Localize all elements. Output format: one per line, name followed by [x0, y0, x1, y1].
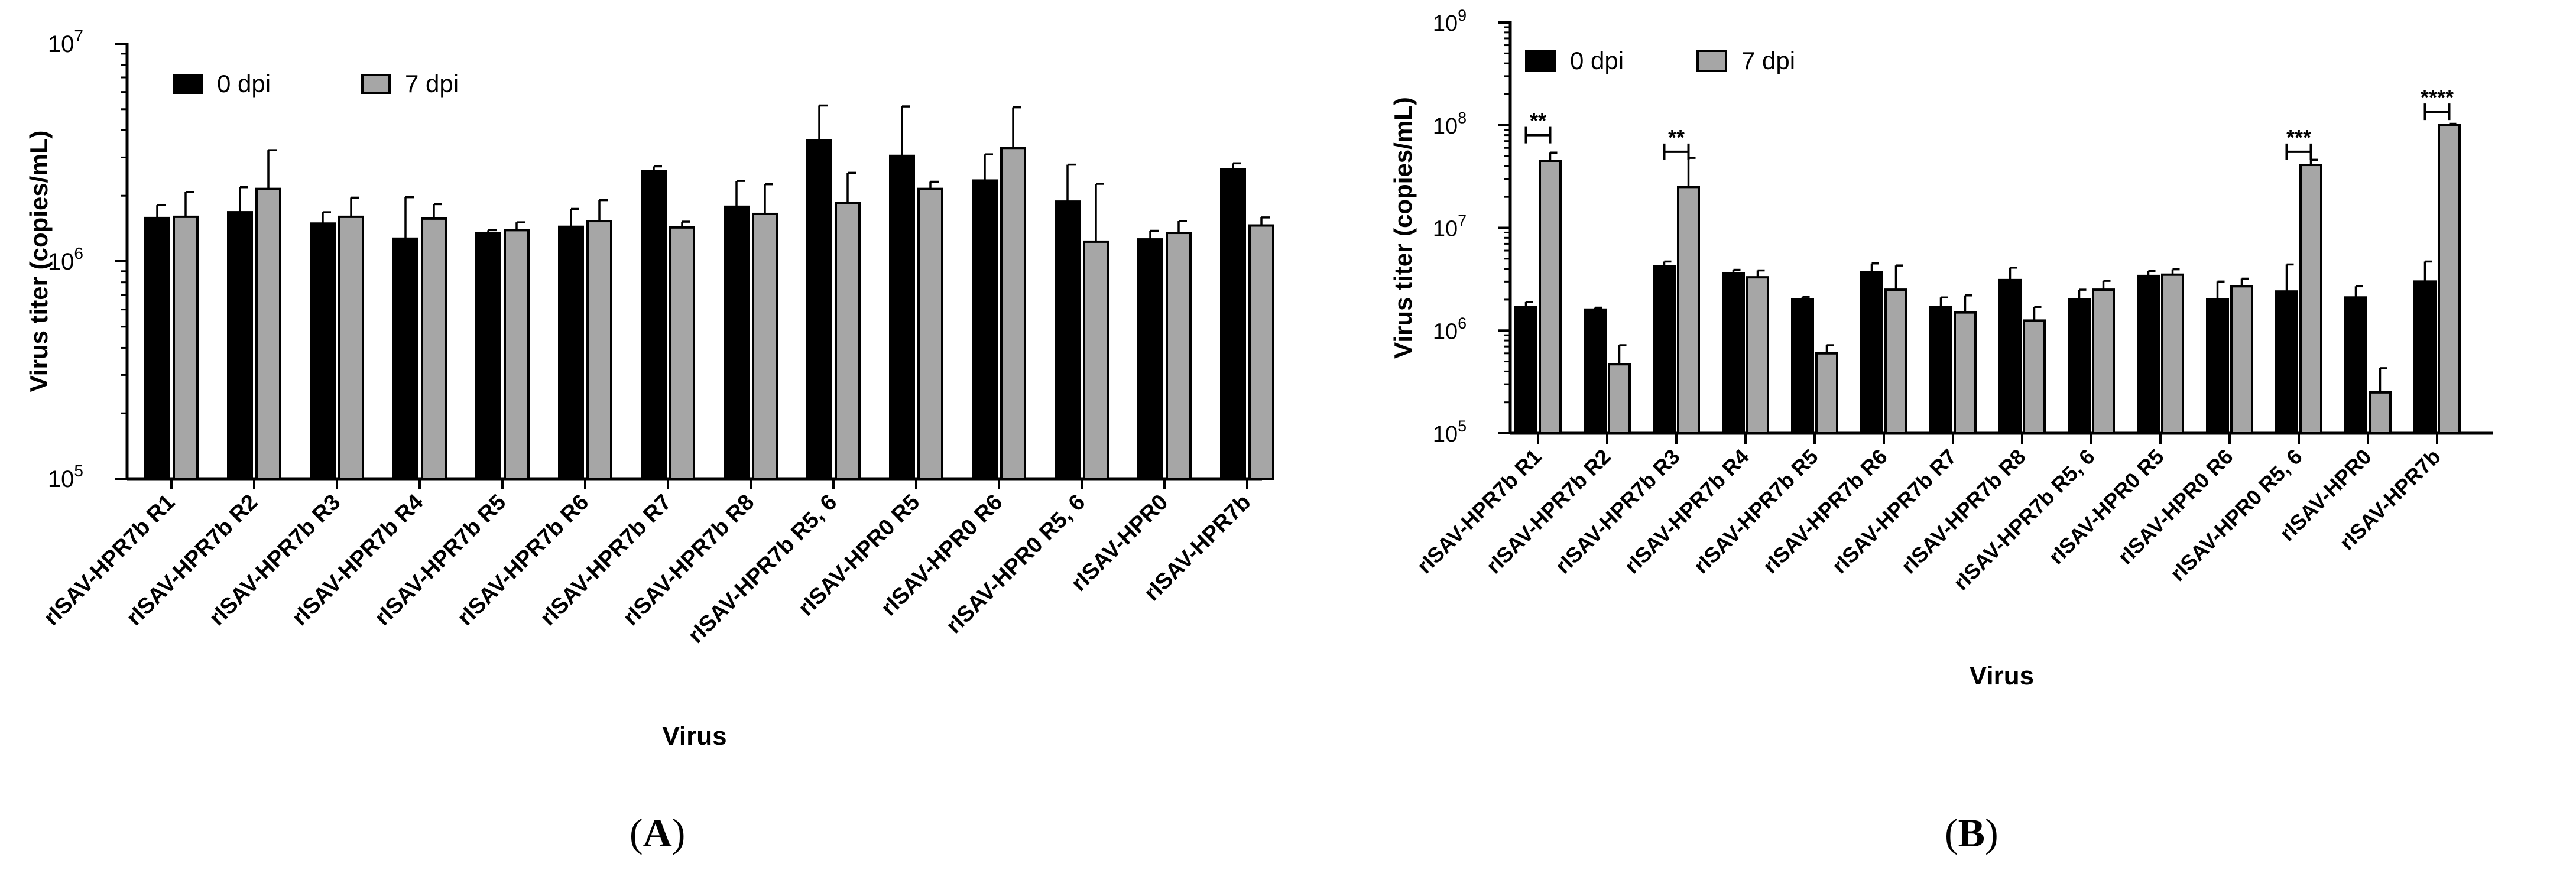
panel-b-chart: 105 106 107 108 109 Virus titer (copies/mL) Vi…	[1389, 7, 2493, 690]
panel-b-bar-7dpi	[2230, 285, 2253, 434]
panel-label-a: (A)	[630, 810, 686, 855]
panel-b-category-label: rISAV-HPR7b R5	[1689, 444, 1823, 579]
panel-b-bar-7dpi	[1884, 288, 1907, 434]
panel-a-bar-0dpi	[310, 222, 336, 480]
panel-a-bar-7dpi	[421, 217, 447, 480]
panel-a-bar-7dpi	[173, 215, 199, 480]
panel-a-legend-swatch-7dpi	[361, 74, 391, 94]
panel-a-bar-0dpi	[475, 232, 501, 480]
panel-a-bar-0dpi	[144, 216, 170, 480]
panel-a-bar-0dpi	[724, 205, 750, 480]
panel-a-y-axis-title: Virus titer (copies/mL)	[25, 131, 53, 392]
panel-a-bar-7dpi	[752, 212, 778, 480]
panel-b-y-axis-title: Virus titer (copies/mL)	[1389, 97, 1417, 359]
panel-label-b: (B)	[1945, 810, 1998, 855]
panel-b-category-label: rISAV-HPR7b R8	[1896, 444, 2030, 579]
panel-b-bar-7dpi	[2023, 319, 2046, 434]
panel-b-bar-0dpi	[1860, 271, 1883, 434]
panel-b-category-label: rISAV-HPR0 R6	[2113, 444, 2238, 569]
panel-b-bar-7dpi	[2161, 273, 2184, 434]
panel-a-bar-0dpi	[641, 170, 667, 480]
panel-a-bar-7dpi	[1000, 147, 1026, 480]
panel-a-bar-0dpi	[889, 154, 915, 480]
panel-b-bar-0dpi	[2413, 280, 2437, 434]
panel-a-bar-0dpi	[227, 211, 253, 480]
panel-b-y-tick-label: 107	[1433, 212, 1467, 241]
panel-a-category-label: rISAV-HPR7b R5, 6	[683, 490, 842, 648]
panel-b-bar-0dpi	[2344, 296, 2367, 434]
panel-b-y-tick-label: 109	[1433, 7, 1467, 36]
panel-a-bar-7dpi	[1166, 232, 1192, 480]
panel-b-bar-7dpi	[1539, 160, 1562, 434]
panel-a-legend-label-0dpi: 0 dpi	[217, 70, 271, 98]
panel-b-x-axis-title: Virus	[1970, 661, 2034, 690]
panel-b-category-label: rISAV-HPR7b R1	[1412, 444, 1546, 579]
panel-b-bar-0dpi	[1653, 265, 1676, 434]
panel-a-bar-7dpi	[338, 215, 364, 480]
panel-b-bar-7dpi	[1815, 352, 1838, 434]
panel-b-bar-7dpi	[1677, 186, 1700, 434]
panel-b-bar-0dpi	[1514, 306, 1537, 434]
panel-a-bar-0dpi	[972, 179, 998, 480]
panel-b-bar-0dpi	[2275, 290, 2298, 434]
panel-b-sig-label: ****	[2421, 85, 2454, 109]
panel-a-y-tick-label: 107	[48, 27, 83, 57]
panel-a-bar-7dpi	[586, 220, 612, 480]
panel-a-bar-7dpi	[1083, 240, 1109, 480]
panel-b-category-label: rISAV-HPR7b R2	[1481, 444, 1615, 579]
panel-a-legend-swatch-0dpi	[173, 74, 203, 94]
panel-a-bar-0dpi	[1137, 238, 1163, 480]
panel-b-sig-label: **	[1668, 125, 1685, 150]
panel-b-y-tick-label: 105	[1433, 417, 1467, 447]
panel-b-legend-swatch-0dpi	[1525, 50, 1556, 72]
panel-a-bar-7dpi	[504, 229, 530, 480]
panel-b-bar-7dpi	[2299, 164, 2322, 434]
panel-b-category-label: rISAV-HPR7b R3	[1550, 444, 1685, 579]
panel-a-y-tick-label: 105	[48, 462, 83, 492]
panel-a-category-label: rISAV-HPR0 R5, 6	[942, 490, 1091, 639]
panel-b-y-tick-label: 106	[1433, 314, 1467, 344]
panel-b-category-label: rISAV-HPR0 R5	[2044, 444, 2169, 569]
panel-b-bar-0dpi	[2068, 298, 2091, 434]
panel-b-category-label: rISAV-HPR0 R5, 6	[2165, 444, 2306, 586]
panel-b-legend-label-7dpi: 7 dpi	[1741, 47, 1795, 74]
panel-b-bar-0dpi	[2206, 298, 2229, 434]
panel-a-chart: 105 106 107 Virus titer (copies/mL) Virus rIS…	[25, 27, 1274, 751]
panel-b-bar-7dpi	[1746, 276, 1769, 434]
panel-b-legend-swatch-7dpi	[1696, 50, 1727, 72]
panel-b-bar-0dpi	[1998, 278, 2022, 434]
panel-b-bar-7dpi	[2369, 391, 2392, 434]
panel-a-bar-7dpi	[669, 226, 695, 480]
panel-b-bar-7dpi	[1954, 311, 1977, 434]
panel-b-bar-0dpi	[1722, 272, 1745, 434]
panel-a-bar-7dpi	[835, 202, 861, 480]
panel-a-bar-0dpi	[1220, 168, 1246, 480]
panel-b-bar-7dpi	[2438, 124, 2461, 434]
panel-a-bar-7dpi	[255, 187, 281, 480]
panel-b-sig-label: **	[1530, 109, 1546, 133]
panel-b-category-label: rISAV-HPR7b R7	[1827, 444, 1961, 579]
panel-a-y-tick-label: 106	[48, 244, 83, 275]
panel-a-x-axis-title: Virus	[662, 722, 726, 751]
panel-b-bar-7dpi	[2092, 288, 2115, 434]
panel-b-category-label: rISAV-HPR7b R6	[1758, 444, 1892, 579]
panel-b-category-label: rISAV-HPR7b R4	[1620, 444, 1754, 579]
panel-b-bar-7dpi	[1608, 363, 1631, 435]
panel-a-bar-0dpi	[806, 139, 832, 480]
panel-a-bar-7dpi	[1248, 224, 1274, 480]
panel-a-bar-7dpi	[917, 187, 943, 480]
panel-b-bar-0dpi	[1929, 306, 1952, 434]
panel-a-legend-label-7dpi: 7 dpi	[405, 70, 459, 98]
panel-b-bar-0dpi	[2137, 274, 2160, 434]
panel-b-bar-0dpi	[1584, 308, 1607, 435]
panel-b-bar-0dpi	[1791, 298, 1814, 434]
panel-b-sig-label: ***	[2286, 125, 2311, 150]
panel-a-bar-0dpi	[558, 225, 584, 480]
panel-a-bar-0dpi	[392, 237, 418, 480]
panel-a-bar-0dpi	[1055, 200, 1081, 480]
panel-b-legend-label-0dpi: 0 dpi	[1570, 47, 1624, 74]
panel-b-y-tick-label: 108	[1433, 109, 1467, 139]
